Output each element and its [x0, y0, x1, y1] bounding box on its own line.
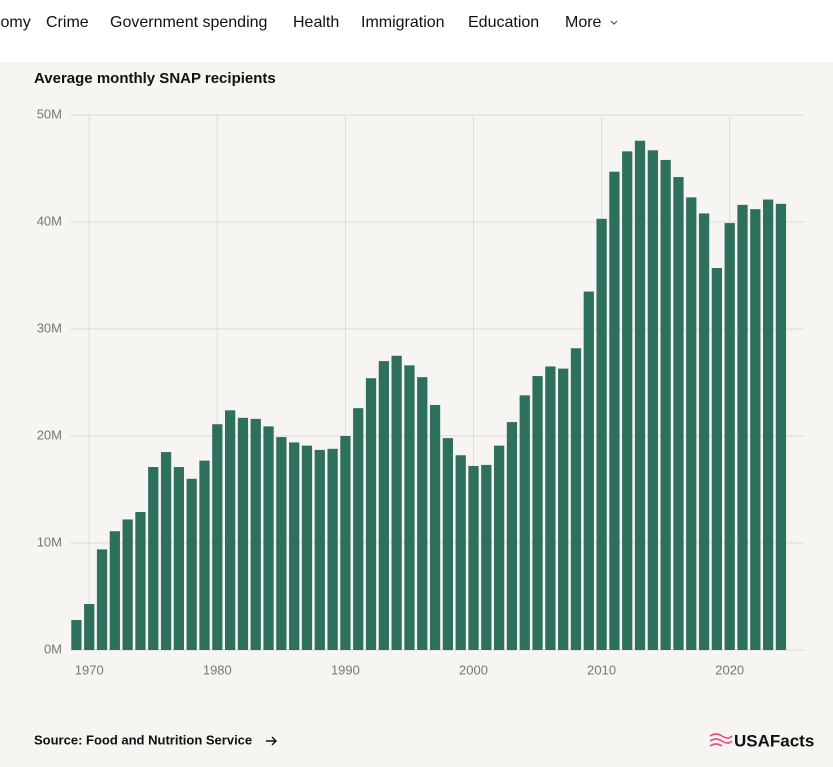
bar: [660, 159, 671, 650]
bar: [199, 460, 210, 650]
bar: [673, 177, 684, 650]
bar: [289, 442, 300, 650]
nav-item[interactable]: Health: [293, 14, 339, 31]
y-tick-label: 30M: [37, 320, 62, 335]
y-tick-label: 10M: [37, 534, 62, 549]
bar: [96, 549, 108, 650]
bar: [775, 203, 787, 650]
bar: [237, 417, 249, 650]
bar: [224, 410, 236, 650]
y-tick-label: 20M: [37, 427, 62, 442]
bar: [148, 467, 159, 650]
bar: [583, 291, 594, 650]
bar: [365, 378, 377, 650]
bar: [109, 531, 120, 650]
bar: [698, 213, 710, 650]
bar: [314, 449, 325, 650]
bar: [647, 150, 658, 650]
chart-title: Average monthly SNAP recipients: [34, 70, 276, 87]
bar: [84, 603, 95, 650]
bar: [186, 478, 197, 650]
nav: Economy Crime Government spending Health Imm…: [0, 14, 602, 31]
nav-item[interactable]: Education: [468, 14, 539, 31]
bar: [506, 422, 518, 650]
nav-item[interactable]: Economy: [0, 14, 31, 31]
bar: [327, 448, 338, 650]
logo-icon: [709, 733, 733, 747]
bar: [353, 408, 364, 650]
bar: [340, 436, 351, 650]
nav-item[interactable]: Crime: [46, 14, 89, 31]
bar: [737, 204, 748, 650]
arrow-icon: [266, 736, 277, 746]
bar: [391, 355, 402, 650]
y-tick-label: 50M: [37, 106, 62, 121]
plot: 0M 10M 20M 30M 40M 50M 1970 1980 1990 2000 2010 202…: [37, 106, 804, 677]
bar: [212, 424, 223, 650]
x-tick-label: 2020: [715, 662, 744, 677]
bar: [263, 426, 274, 650]
bar: [135, 511, 146, 650]
bar: [455, 455, 466, 650]
y-tick-label: 0M: [44, 641, 62, 656]
bar: [250, 418, 261, 650]
bar: [686, 197, 697, 650]
bar: [763, 199, 774, 650]
x-tick-label: 2000: [459, 662, 488, 677]
y-tick-label: 40M: [37, 213, 62, 228]
nav-item[interactable]: More: [565, 14, 602, 31]
bar: [301, 445, 313, 650]
bar: [429, 404, 441, 650]
nav-item[interactable]: Immigration: [361, 14, 445, 31]
bar: [596, 218, 607, 651]
bar: [609, 171, 620, 650]
nav-bar: [0, 0, 833, 62]
logo[interactable]: USAFacts: [734, 731, 814, 750]
bar: [558, 368, 569, 650]
x-tick-label: 1990: [331, 662, 360, 677]
bar: [570, 348, 582, 650]
bar: [173, 467, 185, 650]
source-link[interactable]: Source: Food and Nutrition Service: [34, 732, 252, 747]
bar: [276, 437, 287, 650]
bar: [481, 464, 492, 650]
x-tick-label: 1970: [75, 662, 104, 677]
bar: [545, 366, 556, 650]
bar: [122, 519, 133, 650]
chevron: [610, 20, 618, 25]
nav-item[interactable]: Government spending: [110, 14, 267, 31]
bar: [442, 438, 454, 650]
bar: [519, 395, 530, 650]
bar: [160, 452, 172, 650]
bar: [71, 620, 82, 650]
bar: [494, 445, 505, 650]
bar: [634, 140, 646, 650]
bar: [622, 151, 633, 650]
bar: [724, 223, 735, 650]
bar: [378, 361, 389, 650]
bar: [711, 268, 723, 650]
bar: [468, 465, 479, 650]
bar: [417, 377, 428, 650]
bar: [404, 365, 415, 650]
x-tick-label: 2010: [587, 662, 616, 677]
x-tick-label: 1980: [203, 662, 232, 677]
bar: [750, 209, 761, 650]
bar: [532, 376, 543, 650]
